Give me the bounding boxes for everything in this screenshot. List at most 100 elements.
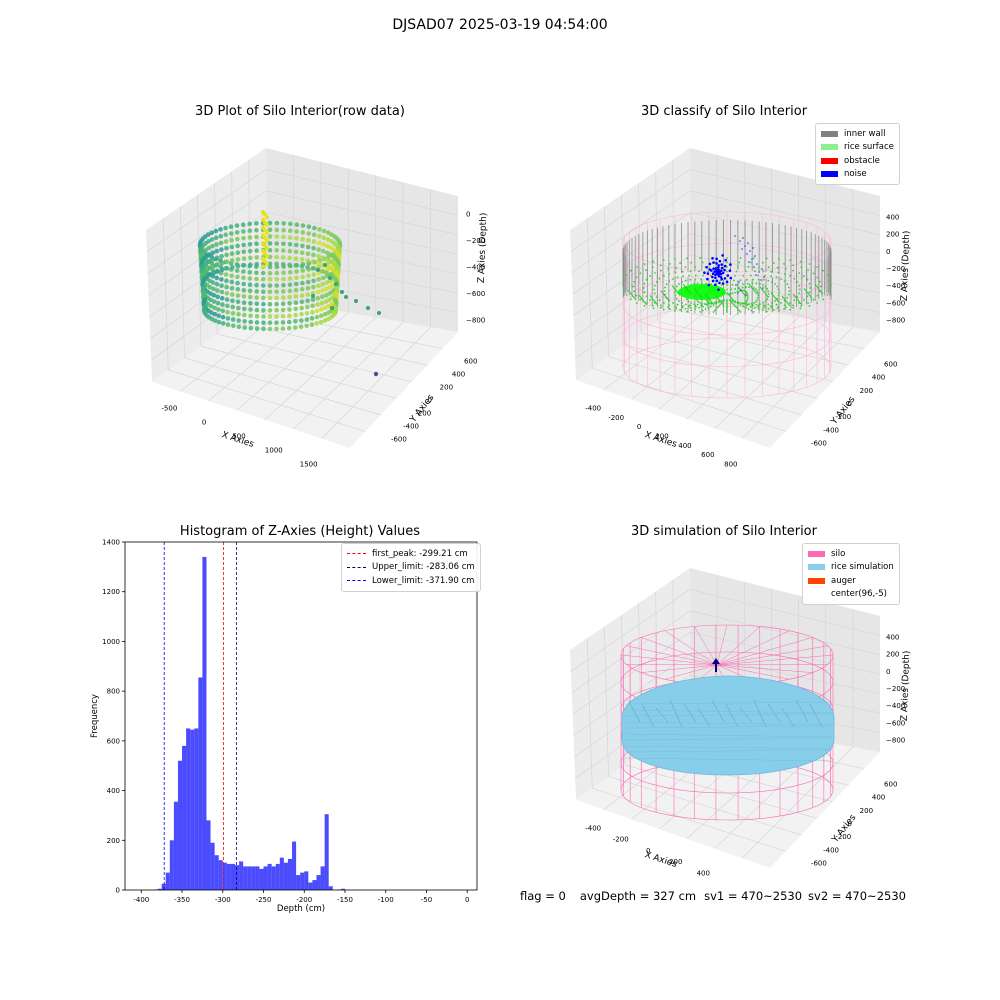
rice-surface-point [803, 299, 805, 301]
y-tick-label: 1200 [102, 588, 120, 596]
rice-surface-point [713, 309, 716, 312]
noise-point [751, 258, 753, 260]
noise-point [741, 248, 743, 250]
rice-surface-point [654, 272, 656, 274]
noise-point [762, 287, 764, 289]
rice-surface-point [674, 310, 676, 312]
noise-point [717, 288, 720, 292]
rice-surface-point [806, 278, 809, 281]
rice-surface-point [699, 311, 701, 313]
rice-texture-line [795, 699, 809, 723]
cloud-point [261, 301, 266, 307]
histogram-title: Histogram of Z-Axies (Height) Values [179, 524, 421, 539]
cloud-point [235, 287, 241, 292]
rice-surface-point [762, 278, 765, 281]
x-tick-label: -300 [215, 896, 231, 904]
cloud-point [207, 258, 212, 264]
y-tick-label: 600 [884, 780, 897, 788]
rice-surface-point [744, 306, 747, 309]
rice-surface-point [775, 303, 778, 306]
cloud-point [247, 242, 253, 247]
x-tick-label: 200 [655, 433, 668, 441]
noise-point [749, 250, 751, 252]
grid-line [570, 169, 691, 252]
cloud-point [294, 242, 299, 248]
rice-surface-point [735, 306, 738, 309]
y-tick-label: 400 [872, 374, 885, 382]
cloud-point [315, 289, 321, 295]
cloud-point [254, 289, 259, 294]
cloud-point [274, 289, 280, 295]
rice-surface-mark [715, 295, 725, 307]
cloud-point [211, 263, 216, 269]
histogram-bar [271, 866, 276, 890]
rice-surface-point [734, 305, 736, 307]
rice-surface-point [715, 301, 718, 304]
grid-line [624, 344, 818, 399]
cloud-point [326, 303, 332, 309]
rice-surface-point [778, 310, 780, 312]
noise-point [740, 289, 742, 291]
silo-roof-wire [641, 664, 718, 673]
cloud-point [248, 307, 253, 312]
rice-texture-line [623, 737, 833, 741]
rice-surface-point [686, 310, 689, 313]
cloud-point [321, 228, 327, 234]
cloud-point [311, 252, 316, 258]
panel2-y-ticks: -600 -400 -200 0 200 400 600 [811, 360, 897, 447]
cloud-point [241, 263, 247, 268]
cloud-point [323, 299, 329, 304]
cloud-point [247, 235, 253, 240]
rice-surface-point [709, 274, 712, 277]
rice-texture-line [623, 713, 833, 717]
noise-point [711, 275, 714, 279]
cloud-point [254, 261, 260, 267]
rice-texture-line [725, 703, 739, 728]
rice-surface-point [736, 283, 739, 286]
y-tick-label: 1400 [102, 539, 120, 547]
rice-surface-point [764, 300, 767, 303]
cloud-point [314, 321, 320, 326]
grid-line [608, 776, 802, 836]
rice-surface-point [734, 291, 736, 294]
panel1-title: 3D Plot of Silo Interior(row data) [195, 104, 405, 119]
noise-point [705, 266, 708, 269]
rice-surface-point [737, 308, 739, 310]
cloud-point [335, 273, 341, 278]
back-left-pane [570, 148, 690, 380]
cloud-point [202, 290, 207, 296]
cloud-point [242, 312, 247, 318]
rice-surface-point [653, 284, 656, 287]
cloud-point [210, 257, 216, 262]
rice-surface-point [806, 295, 809, 298]
rice-surface-point [739, 257, 742, 259]
rice-surface-point [798, 288, 801, 291]
cloud-point [267, 241, 273, 246]
rice-surface-point [643, 263, 646, 265]
rice-surface-point [761, 261, 764, 264]
histogram-bar [218, 860, 223, 890]
rice-surface-point [658, 299, 661, 302]
cloud-point [274, 261, 279, 267]
cloud-point [235, 243, 240, 249]
x-tick-label: 0 [637, 423, 641, 431]
legend-item-noise: noise [821, 168, 894, 182]
rice-surface-point [623, 279, 625, 281]
rice-surface-point [645, 295, 648, 298]
histogram-bar [312, 880, 317, 890]
rice-texture-line [641, 703, 655, 728]
rice-surface-point [777, 288, 780, 291]
rice-surface-dense [678, 284, 726, 300]
cloud-point [216, 307, 221, 312]
rice-surface-point [689, 304, 692, 307]
cloud-point [274, 320, 279, 326]
rice-surface-point [659, 264, 662, 267]
cloud-point [254, 241, 259, 247]
cloud-point [265, 223, 269, 227]
rice-texture-line [627, 699, 641, 723]
rice-surface-point [755, 303, 758, 306]
cloud-point [254, 313, 260, 319]
rice-surface-point [774, 283, 776, 285]
cloud-point [231, 323, 236, 329]
silo-roof-wire [716, 630, 790, 666]
